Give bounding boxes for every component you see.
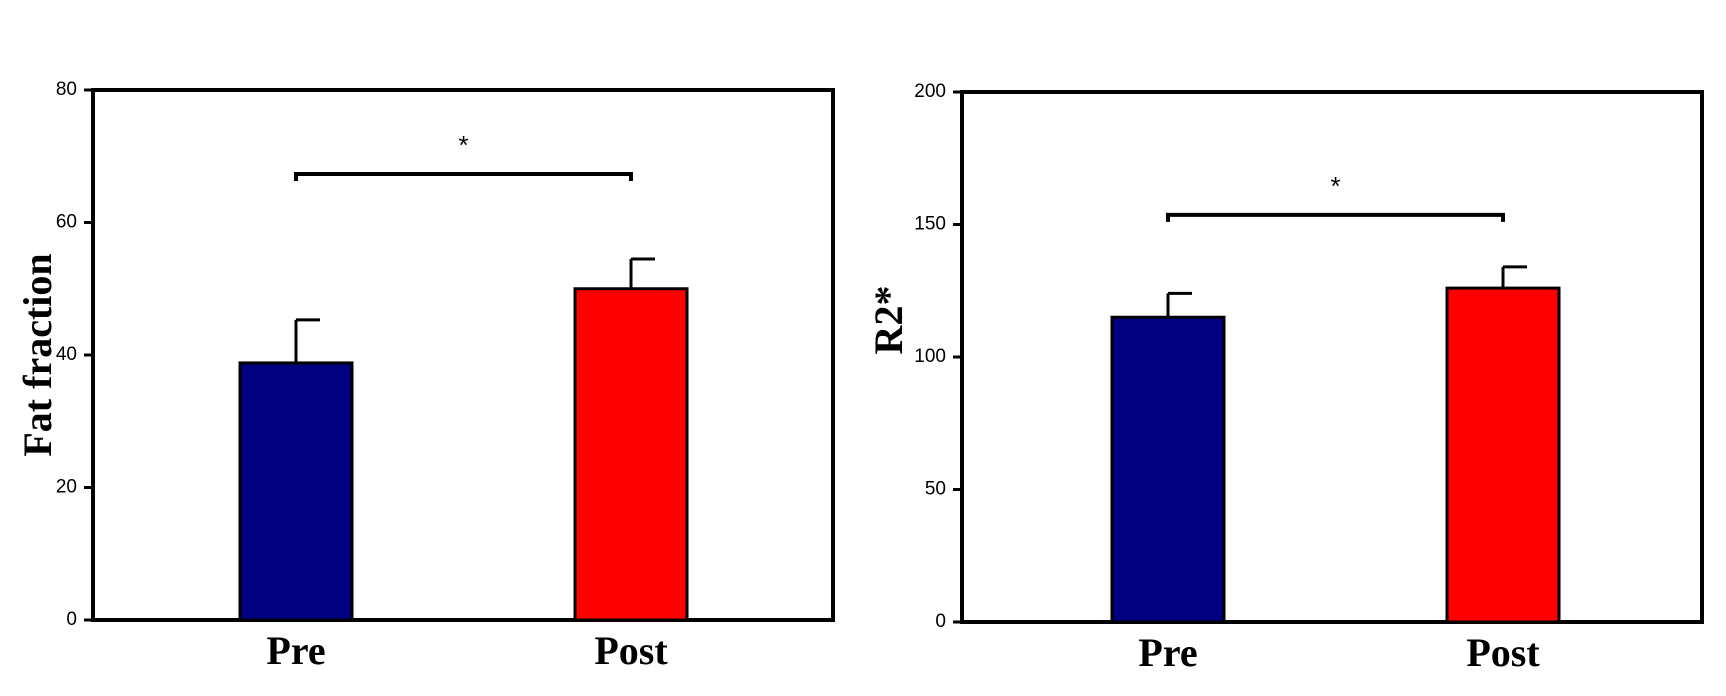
bar-post	[1445, 286, 1561, 624]
y-axis-title: R2*	[866, 286, 911, 355]
x-category-label: Post	[594, 628, 668, 673]
significance-marker: *	[1330, 171, 1340, 201]
y-tick-label: 80	[56, 79, 77, 100]
bar-pre	[1110, 315, 1226, 624]
x-category-label: Post	[1466, 630, 1540, 675]
x-category-label: Pre	[266, 628, 325, 673]
y-tick-label: 50	[925, 479, 946, 500]
plot-frame	[91, 88, 835, 622]
significance-bracket	[294, 171, 633, 181]
r2star-chart: R2* 0 50 100 150 200 Pre Post *	[866, 81, 1704, 675]
significance-marker: *	[458, 130, 468, 160]
y-tick-label: 200	[914, 81, 946, 102]
fat-fraction-chart: Fat fraction 0 20 40 60 80 Pre Post *	[15, 79, 835, 673]
x-category-label: Pre	[1138, 630, 1197, 675]
y-tick-label: 150	[914, 214, 946, 235]
y-tick-label: 40	[56, 344, 77, 365]
y-axis-title: Fat fraction	[15, 253, 60, 456]
y-tick-label: 100	[914, 346, 946, 367]
marks-layer: 0 20 40 60 80 Pre Post *	[56, 79, 689, 673]
y-tick-label: 0	[66, 609, 77, 630]
y-tick-label: 0	[935, 611, 946, 632]
marks-layer: 0 50 100 150 200 Pre Post *	[914, 81, 1561, 675]
bar-pre	[238, 361, 354, 622]
y-tick-label: 60	[56, 212, 77, 233]
bar-post	[573, 287, 689, 622]
significance-bracket	[1166, 212, 1505, 222]
y-tick-label: 20	[56, 477, 77, 498]
